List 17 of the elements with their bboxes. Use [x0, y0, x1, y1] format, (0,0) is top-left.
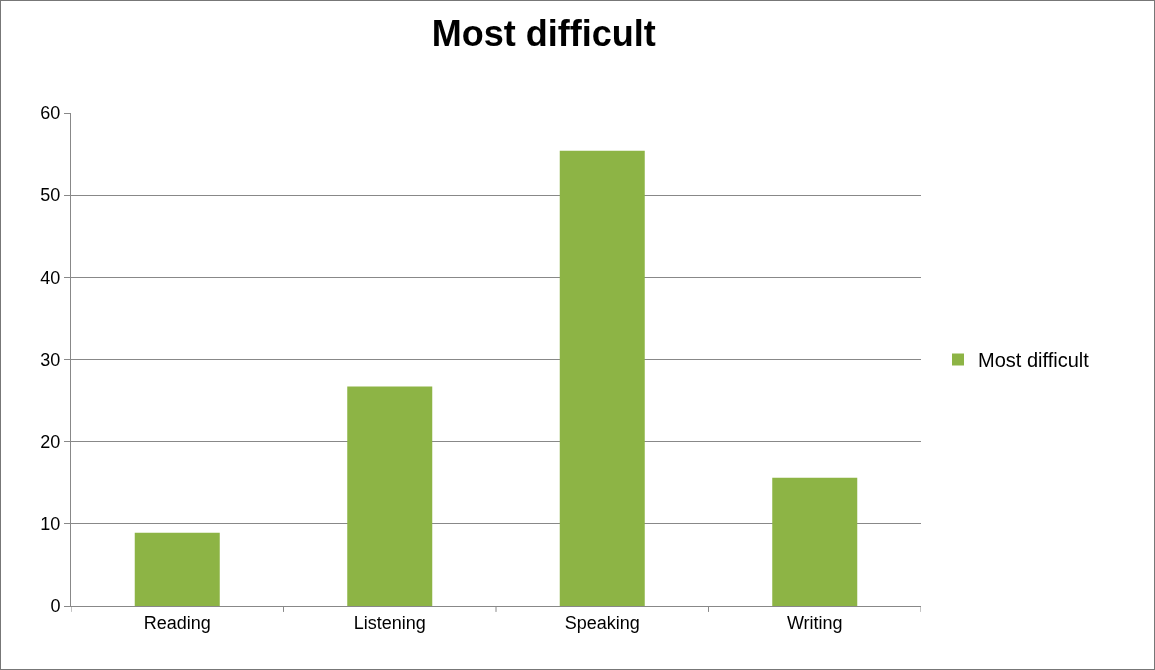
bar [347, 386, 433, 606]
x-tick-label: Speaking [564, 612, 640, 633]
legend-label: Most difficult [978, 349, 1090, 372]
x-tick-label: Writing [786, 612, 843, 633]
y-tick-label: 20 [40, 431, 61, 452]
y-tick-label: 60 [40, 103, 61, 124]
y-tick-label: 30 [40, 349, 61, 370]
y-tick-label: 40 [40, 267, 61, 288]
y-tick-label: 10 [40, 514, 61, 535]
y-tick-label: 0 [50, 596, 61, 617]
chart-title: Most difficult [431, 13, 656, 55]
bar [772, 477, 858, 606]
x-tick-label: Listening [353, 612, 426, 633]
bar [559, 150, 645, 606]
x-tick-label: Reading [143, 612, 211, 633]
bar [134, 532, 220, 606]
y-tick-label: 50 [40, 185, 61, 206]
